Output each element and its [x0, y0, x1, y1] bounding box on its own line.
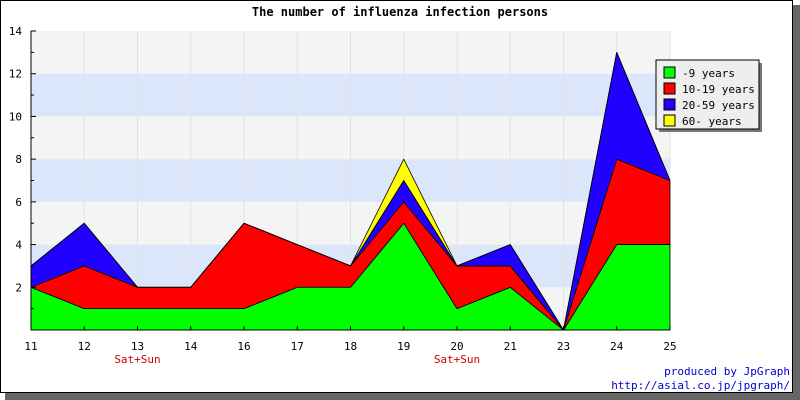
legend-label: 20-59 years	[682, 99, 755, 112]
legend-label: 10-19 years	[682, 83, 755, 96]
x-tick-label: 14	[184, 340, 198, 353]
x-tick-label: 24	[610, 340, 624, 353]
x-tick-label: 18	[344, 340, 357, 353]
x-tick-label: 17	[291, 340, 304, 353]
y-tick-label: 2	[15, 281, 22, 294]
x-tick-label: 16	[237, 340, 250, 353]
y-tick-labels: 2 4 6 8 10 12 14	[9, 25, 23, 294]
legend-swatch	[663, 66, 676, 79]
x-tick-label: 11	[24, 340, 37, 353]
area-series-60-years	[30, 51, 671, 331]
chart-title: The number of influenza infection person…	[252, 5, 548, 19]
x-tick-label: 13	[131, 340, 144, 353]
frame-shadow-right	[793, 5, 800, 400]
legend-label: 60- years	[682, 115, 742, 128]
x-tick-sublabel: Sat+Sun	[114, 353, 160, 366]
axes	[30, 30, 671, 331]
x-tick-sublabel: Sat+Sun	[434, 353, 480, 366]
legend-swatch	[663, 114, 676, 127]
x-tick-label: 23	[557, 340, 570, 353]
legend: -9 years 10-19 years 20-59 years 60- years	[655, 59, 762, 132]
frame-shadow-bottom	[5, 393, 800, 400]
y-tick-label: 6	[15, 196, 22, 209]
legend-swatch	[663, 98, 676, 111]
x-tick-label: 20	[450, 340, 463, 353]
credit-link[interactable]: http://asial.co.jp/jpgraph/	[611, 379, 790, 392]
x-tick-label: 25	[663, 340, 676, 353]
y-tick-label: 4	[15, 239, 22, 252]
x-tick-label: 19	[397, 340, 410, 353]
legend-label: -9 years	[682, 67, 735, 80]
x-tick-label: 12	[78, 340, 91, 353]
credit-line-1: produced by JpGraph	[664, 365, 790, 378]
x-tick-label: 21	[504, 340, 517, 353]
legend-swatch	[663, 82, 676, 95]
y-tick-label: 10	[9, 110, 22, 123]
y-tick-label: 8	[15, 153, 22, 166]
y-tick-label: 12	[9, 68, 22, 81]
y-tick-label: 14	[9, 25, 23, 38]
